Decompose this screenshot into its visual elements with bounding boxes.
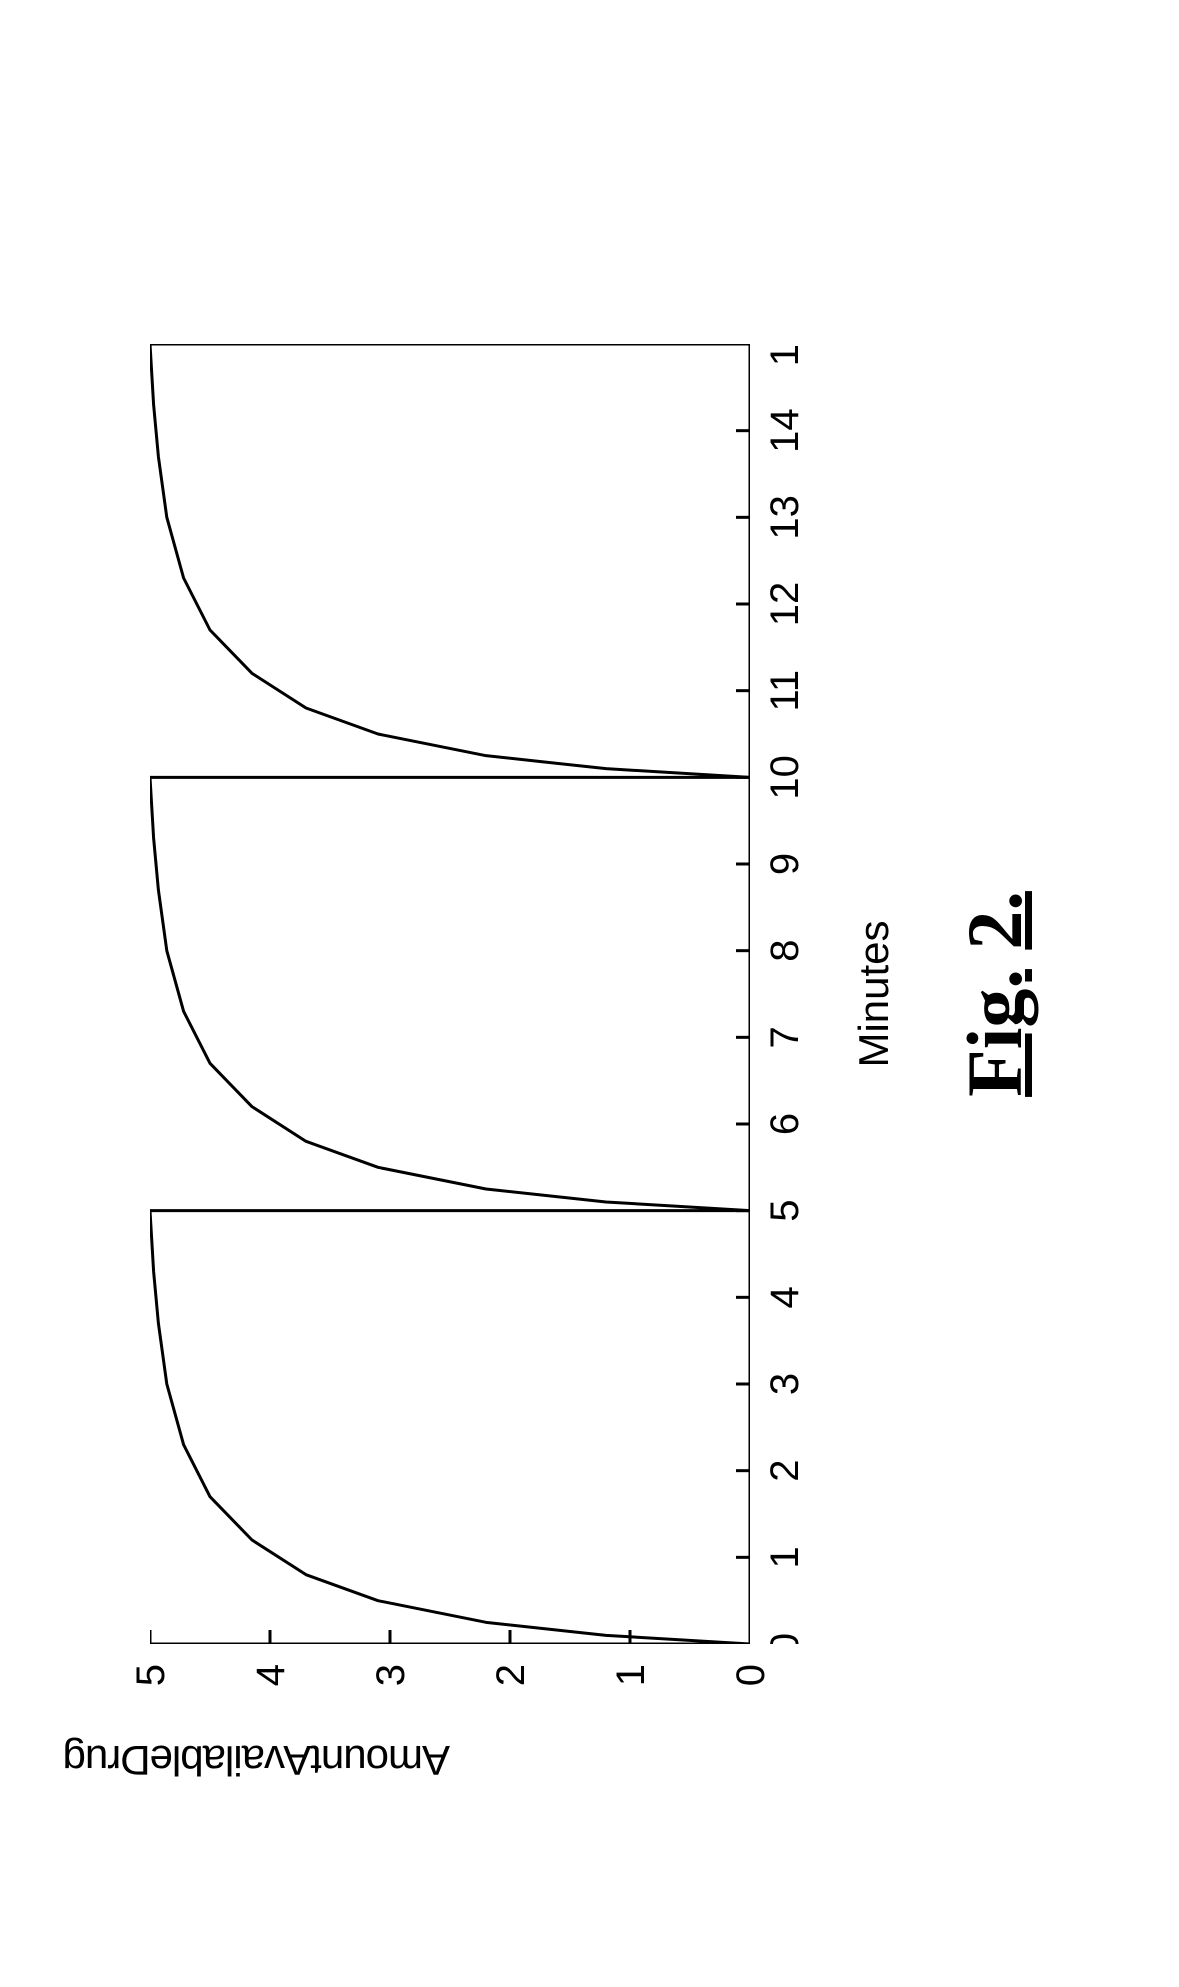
y-axis-label: AmountAvailableDrug: [63, 1736, 449, 1784]
svg-text:2: 2: [763, 1459, 807, 1481]
caption-number: 2.: [951, 891, 1038, 950]
svg-text:0: 0: [763, 1632, 807, 1643]
svg-text:8: 8: [763, 939, 807, 961]
svg-text:1: 1: [763, 1546, 807, 1568]
svg-text:6: 6: [763, 1112, 807, 1134]
svg-text:10: 10: [763, 755, 807, 800]
svg-text:12: 12: [763, 581, 807, 626]
x-axis-label: Minutes: [850, 344, 898, 1644]
svg-text:2: 2: [489, 1664, 533, 1686]
svg-text:3: 3: [763, 1372, 807, 1394]
rotated-figure: 0123456789101112131415 012345 AmountAvai…: [90, 144, 1090, 1844]
chart-container: 0123456789101112131415 012345 AmountAvai…: [90, 144, 1090, 1844]
chart-svg: [150, 344, 750, 1644]
svg-text:4: 4: [763, 1286, 807, 1308]
plot-area: [150, 344, 750, 1644]
figure-caption: Fig. 2.: [950, 344, 1040, 1644]
svg-text:15: 15: [763, 344, 807, 366]
x-axis-ticks: 0123456789101112131415: [750, 344, 840, 1644]
svg-text:14: 14: [763, 408, 807, 453]
svg-text:3: 3: [369, 1664, 413, 1686]
svg-text:5: 5: [130, 1664, 173, 1686]
svg-text:5: 5: [763, 1199, 807, 1221]
caption-prefix: Fig.: [951, 969, 1038, 1097]
svg-text:0: 0: [729, 1664, 773, 1686]
svg-text:7: 7: [763, 1026, 807, 1048]
svg-text:13: 13: [763, 495, 807, 540]
svg-text:9: 9: [763, 852, 807, 874]
svg-text:1: 1: [609, 1664, 653, 1686]
svg-text:11: 11: [763, 669, 807, 711]
svg-text:4: 4: [249, 1664, 293, 1686]
